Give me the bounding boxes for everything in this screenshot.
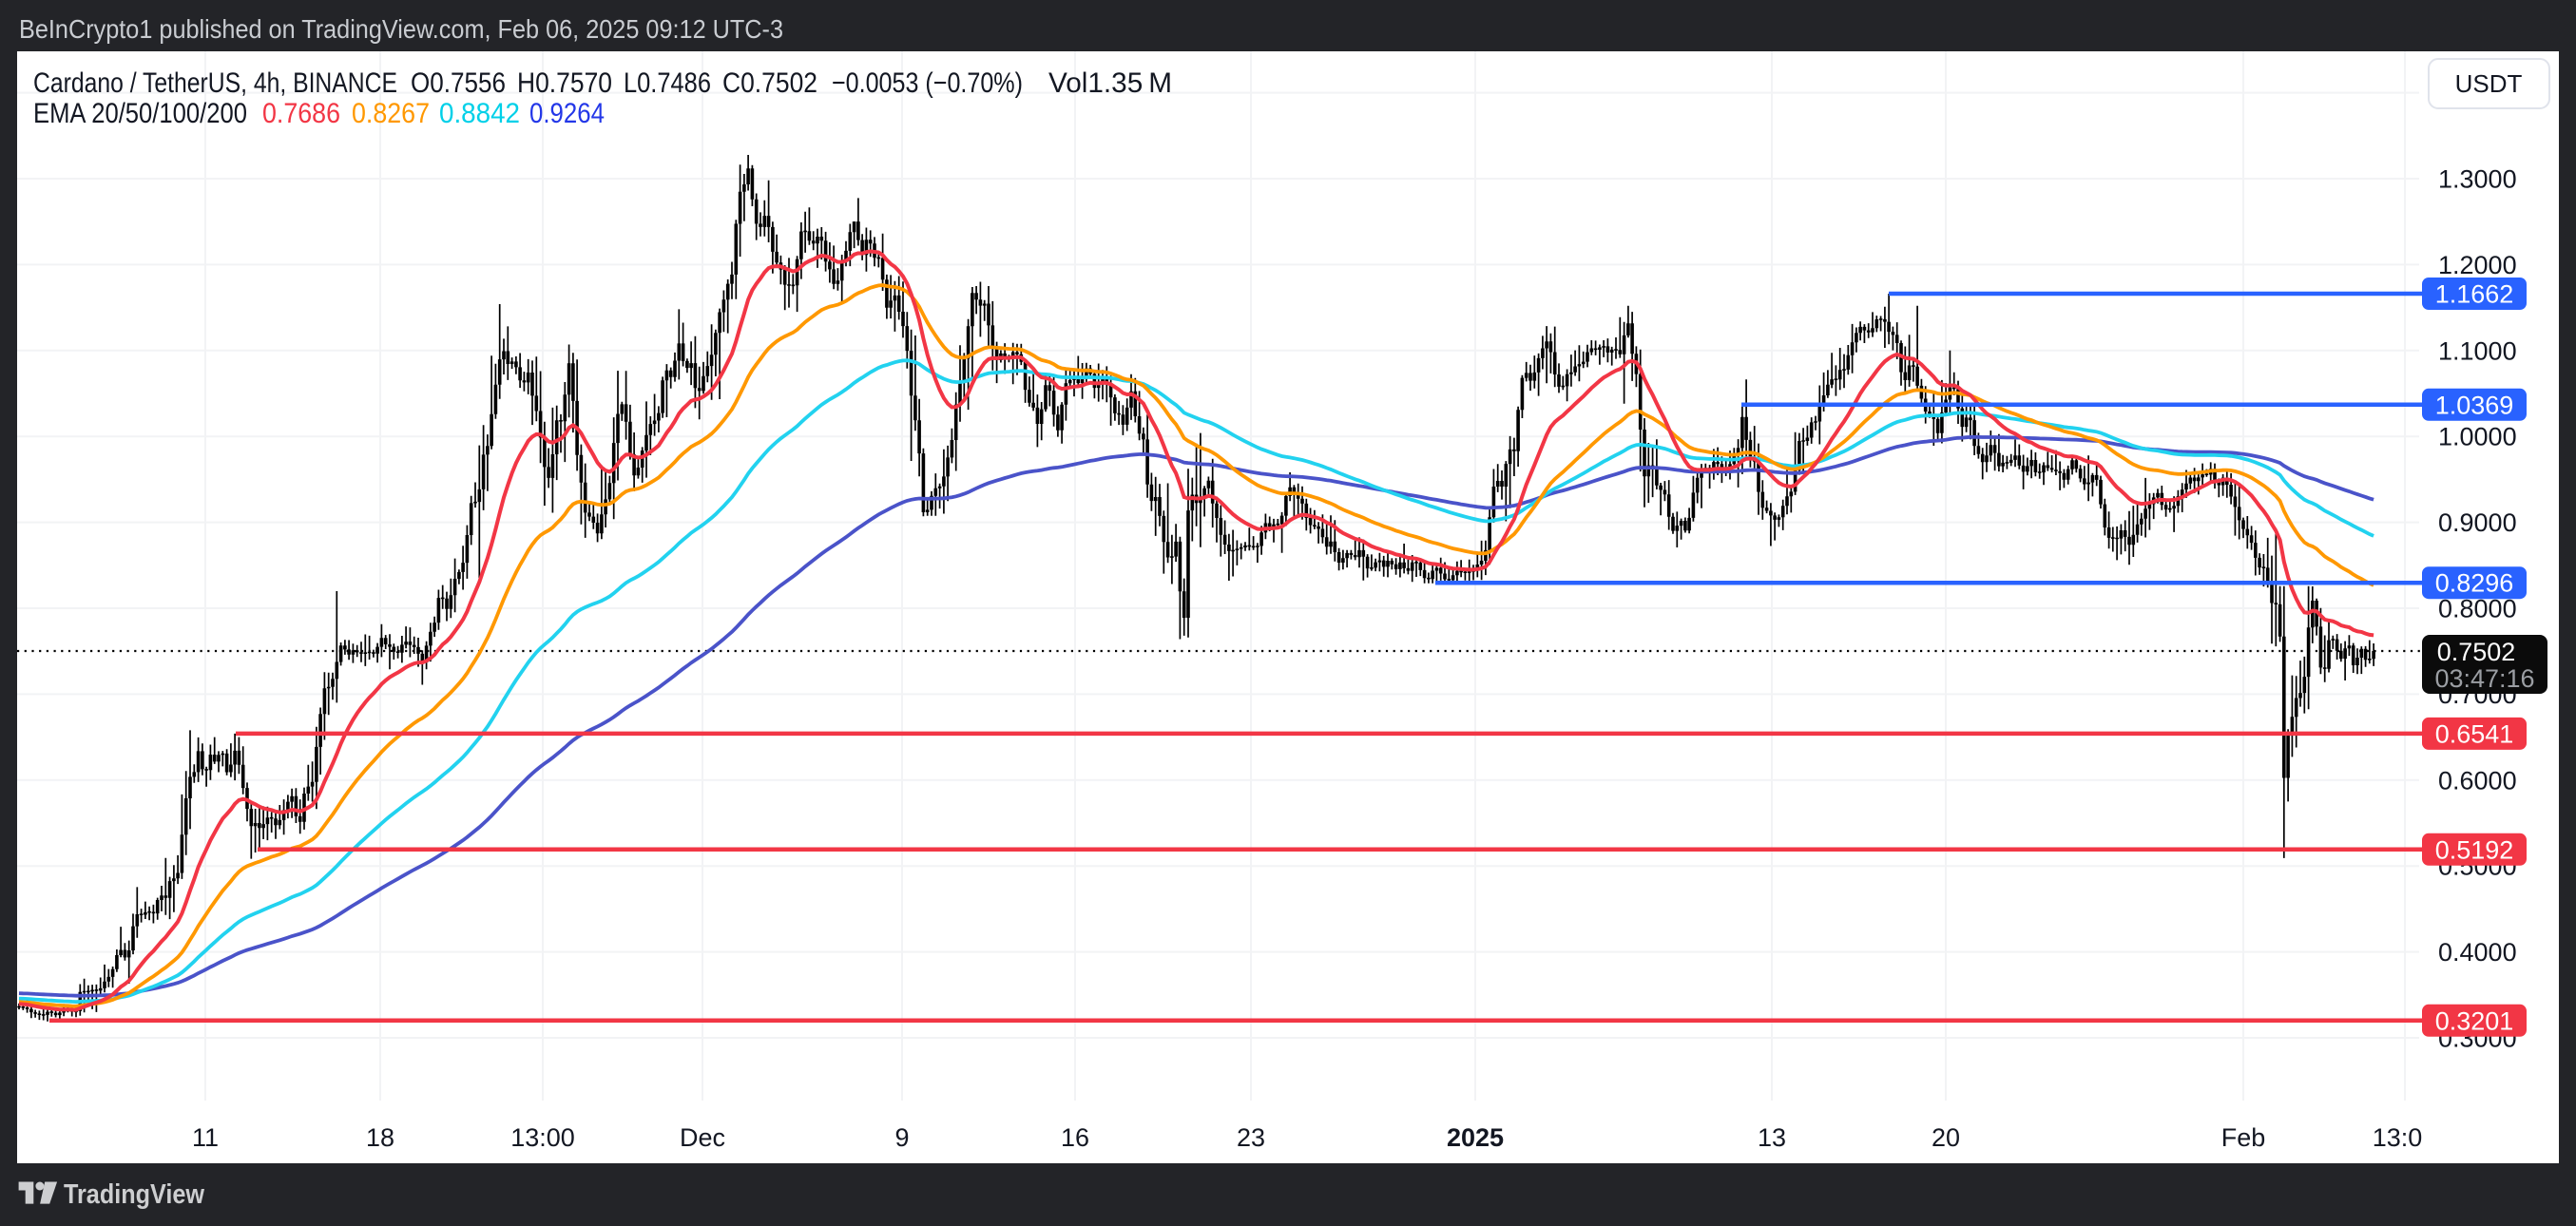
svg-text:03:47:16: 03:47:16: [2434, 664, 2534, 693]
svg-text:L0.7486: L0.7486: [624, 67, 711, 99]
svg-text:1.2000: 1.2000: [2438, 251, 2517, 279]
svg-text:0.9264: 0.9264: [529, 98, 605, 129]
svg-text:0.8000: 0.8000: [2438, 595, 2517, 623]
svg-text:13:0: 13:0: [2373, 1123, 2423, 1152]
svg-text:1.0000: 1.0000: [2438, 423, 2517, 451]
svg-text:−0.0053 (−0.70%): −0.0053 (−0.70%): [832, 67, 1023, 99]
svg-text:O0.7556: O0.7556: [411, 67, 506, 99]
svg-text:18: 18: [366, 1123, 394, 1152]
svg-text:Vol1.35 M: Vol1.35 M: [1048, 67, 1172, 99]
svg-text:0.4000: 0.4000: [2438, 938, 2517, 967]
svg-text:TradingView: TradingView: [64, 1179, 204, 1210]
svg-text:1.1000: 1.1000: [2438, 336, 2517, 365]
svg-text:13: 13: [1758, 1123, 1786, 1152]
svg-text:9: 9: [894, 1123, 909, 1152]
svg-text:BeInCrypto1 published on Tradi: BeInCrypto1 published on TradingView.com…: [19, 14, 783, 44]
svg-text:EMA 20/50/100/200: EMA 20/50/100/200: [33, 98, 247, 129]
svg-text:0.5192: 0.5192: [2435, 835, 2514, 864]
svg-text:0.8267: 0.8267: [352, 98, 430, 129]
svg-text:0.7502: 0.7502: [2437, 638, 2516, 666]
svg-text:0.8842: 0.8842: [439, 98, 520, 129]
svg-text:0.7686: 0.7686: [262, 98, 340, 129]
svg-text:C0.7502: C0.7502: [722, 67, 817, 99]
svg-text:13:00: 13:00: [510, 1123, 575, 1152]
svg-text:0.6541: 0.6541: [2435, 719, 2514, 748]
svg-text:Feb: Feb: [2221, 1123, 2266, 1152]
svg-text:1.1662: 1.1662: [2435, 280, 2514, 309]
svg-text:1.0369: 1.0369: [2435, 391, 2514, 419]
svg-text:1.3000: 1.3000: [2438, 165, 2517, 194]
svg-text:11: 11: [192, 1123, 219, 1152]
svg-text:0.8296: 0.8296: [2435, 569, 2514, 598]
svg-text:0.6000: 0.6000: [2438, 766, 2517, 795]
svg-text:23: 23: [1237, 1123, 1265, 1152]
svg-text:H0.7570: H0.7570: [517, 67, 612, 99]
svg-text:Cardano / TetherUS, 4h, BINANC: Cardano / TetherUS, 4h, BINANCE: [33, 67, 397, 99]
svg-text:16: 16: [1061, 1123, 1089, 1152]
svg-text:Dec: Dec: [680, 1123, 725, 1152]
svg-text:20: 20: [1932, 1123, 1960, 1152]
svg-text:USDT: USDT: [2455, 69, 2523, 98]
svg-text:0.3201: 0.3201: [2435, 1006, 2514, 1035]
svg-text:0.9000: 0.9000: [2438, 508, 2517, 537]
svg-text:2025: 2025: [1447, 1123, 1504, 1152]
